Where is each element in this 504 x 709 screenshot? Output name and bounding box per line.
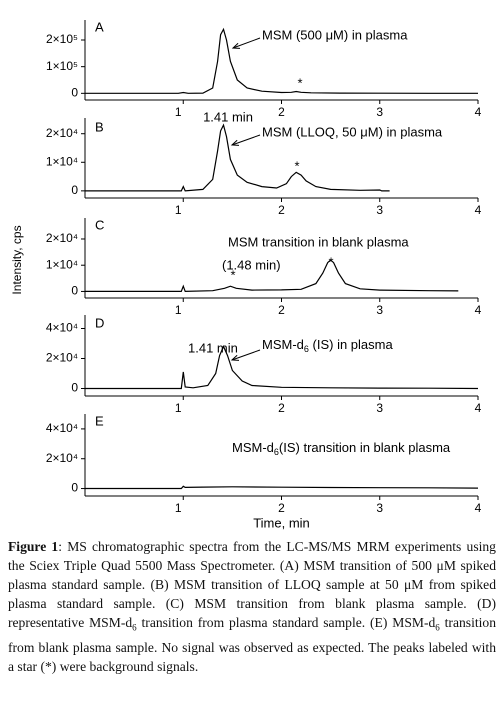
panel-letter: B xyxy=(95,119,104,134)
annotation-part: (IS) in plasma xyxy=(309,337,394,352)
caption-text: transition from plasma standard sample. … xyxy=(136,615,436,630)
annotation: MSM-d6 (IS) in plasma xyxy=(262,337,393,354)
chromatogram-trace xyxy=(85,27,478,94)
arrow-head xyxy=(231,42,241,49)
annotation: MSM (LLOQ, 50 μM) in plasma xyxy=(262,124,443,139)
annotation-subscript: 6 xyxy=(274,447,279,457)
arrow-shaft xyxy=(232,37,261,49)
y-tick-label: 2×10⁴ xyxy=(46,126,78,140)
annotation: * xyxy=(230,267,235,282)
y-tick-label: 1×10⁵ xyxy=(46,59,78,73)
arrow-shaft xyxy=(231,134,261,146)
chromatogram-trace xyxy=(85,485,479,490)
y-tick-label: 2×10⁴ xyxy=(46,451,78,465)
x-tick-label: 1 xyxy=(175,401,182,415)
caption-text: transition from blank plasma sample. No … xyxy=(8,615,497,674)
annotation-part: MSM-d xyxy=(262,337,304,352)
y-tick-label: 4×10⁴ xyxy=(46,421,78,435)
y-tick-label: 1×10⁴ xyxy=(46,154,78,168)
annotation: MSM (500 μM) in plasma xyxy=(262,27,408,42)
annotation-part: MSM-d xyxy=(232,440,274,455)
chromatogram-trace xyxy=(85,259,459,293)
x-tick-label: 1 xyxy=(175,105,182,119)
annotation: * xyxy=(294,158,299,173)
panel-letter: E xyxy=(95,413,104,428)
x-tick-label: 2 xyxy=(278,203,285,217)
x-tick-label: 3 xyxy=(376,105,383,119)
x-tick-label: 4 xyxy=(475,203,482,217)
annotation-part: (IS) transition in blank plasma xyxy=(279,440,451,455)
x-tick-label: 3 xyxy=(376,501,383,515)
x-tick-label: 2 xyxy=(278,501,285,515)
y-tick-label: 0 xyxy=(71,284,78,298)
annotation: MSM-d6(IS) transition in blank plasma xyxy=(232,440,451,457)
y-tick-label: 0 xyxy=(71,481,78,495)
x-axis-label: Time, min xyxy=(253,515,310,530)
panel-letter: C xyxy=(95,217,104,232)
panel-letter: D xyxy=(95,315,104,330)
arrow-head xyxy=(230,139,240,146)
x-tick-label: 2 xyxy=(278,401,285,415)
caption: Figure 1: MS chromatographic spectra fro… xyxy=(8,537,496,676)
y-tick-label: 1×10⁴ xyxy=(46,257,78,271)
figure: Intensity, cps 0 1×10⁵ 2×10⁵ 1 2 3 4 A MSM (500 … xyxy=(10,19,482,530)
y-tick-label: 2×10⁴ xyxy=(46,231,78,245)
y-tick-label: 0 xyxy=(71,86,78,100)
caption-subscript: 6 xyxy=(435,622,440,633)
caption-subscript: 6 xyxy=(132,622,137,633)
y-tick-label: 0 xyxy=(71,183,78,197)
arrow-shaft xyxy=(231,349,261,361)
annotation: 1.41 min xyxy=(188,340,238,355)
x-tick-label: 4 xyxy=(475,401,482,415)
x-tick-label: 4 xyxy=(475,105,482,119)
annotation: MSM transition in blank plasma xyxy=(228,234,409,249)
caption-text: : MS chromatographic spectra from the LC… xyxy=(8,539,496,630)
x-tick-label: 3 xyxy=(376,401,383,415)
y-tick-label: 2×10⁴ xyxy=(46,351,78,365)
x-tick-label: 4 xyxy=(475,501,482,515)
x-tick-label: 3 xyxy=(376,303,383,317)
annotation-subscript: 6 xyxy=(304,344,309,354)
x-tick-label: 4 xyxy=(475,303,482,317)
y-tick-label: 4×10⁴ xyxy=(46,321,78,335)
annotation: 1.41 min xyxy=(203,109,253,124)
x-tick-label: 1 xyxy=(175,501,182,515)
x-tick-label: 2 xyxy=(278,303,285,317)
x-tick-label: 1 xyxy=(175,203,182,217)
x-tick-label: 2 xyxy=(278,105,285,119)
y-tick-label: 2×10⁵ xyxy=(46,32,78,46)
y-axis-label: Intensity, cps xyxy=(10,225,24,294)
x-tick-label: 1 xyxy=(175,303,182,317)
annotation: * xyxy=(328,254,333,269)
chromatogram-trace xyxy=(85,123,390,192)
caption-label: Figure 1 xyxy=(8,539,59,554)
annotation: (1.48 min) xyxy=(222,257,281,272)
y-tick-label: 0 xyxy=(71,381,78,395)
arrow-head xyxy=(230,354,240,361)
annotation: * xyxy=(297,75,302,90)
chromatogram-trace xyxy=(85,345,479,390)
panel-letter: A xyxy=(95,19,104,34)
x-tick-label: 3 xyxy=(376,203,383,217)
